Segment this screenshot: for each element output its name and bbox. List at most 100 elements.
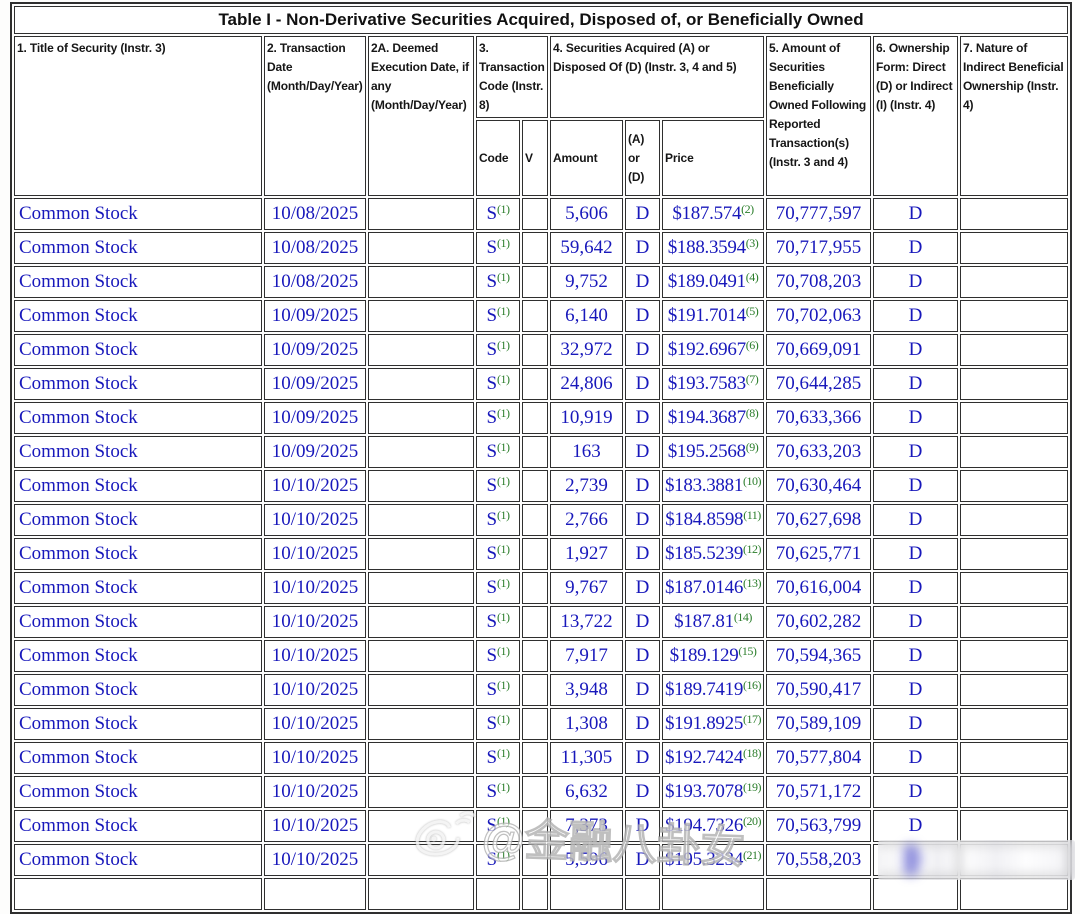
price-footnote-ref: (2) bbox=[741, 202, 754, 216]
subheader-amount: Amount bbox=[550, 120, 623, 196]
subheader-a-or-d: (A) or (D) bbox=[625, 120, 660, 196]
transaction-date-value: 10/10/2025 bbox=[271, 679, 359, 700]
price-cell: $189.0491(4) bbox=[662, 266, 764, 298]
deemed-execution-date-cell bbox=[368, 878, 474, 910]
price-footnote-ref: (15) bbox=[738, 644, 757, 658]
ownership-form-value: D bbox=[908, 407, 923, 428]
security-title-cell: Common Stock bbox=[14, 572, 262, 604]
table-row: Common Stock 10/10/2025 S(1) 2,739 D $18… bbox=[14, 470, 1069, 502]
deemed-execution-date-cell bbox=[368, 810, 474, 842]
acquired-disposed-cell: D bbox=[625, 708, 660, 740]
shares-owned-value: 70,669,091 bbox=[775, 339, 862, 360]
indirect-ownership-cell bbox=[960, 504, 1069, 536]
acquired-disposed-cell: D bbox=[625, 538, 660, 570]
table-row: Common Stock 10/10/2025 S(1) 1,927 D $18… bbox=[14, 538, 1069, 570]
acquired-disposed-value: D bbox=[635, 611, 650, 632]
price-value: $189.7419 bbox=[664, 679, 744, 700]
table-row: Common Stock 10/08/2025 S(1) 5,606 D $18… bbox=[14, 198, 1069, 230]
ownership-form-cell: D bbox=[873, 606, 958, 638]
security-title-cell: Common Stock bbox=[14, 504, 262, 536]
transaction-code-cell: S(1) bbox=[476, 810, 520, 842]
indirect-ownership-cell bbox=[960, 368, 1069, 400]
subheader-code: Code bbox=[476, 120, 520, 196]
table-row: Common Stock 10/09/2025 S(1) 24,806 D $1… bbox=[14, 368, 1069, 400]
price-cell: $191.7014(5) bbox=[662, 300, 764, 332]
price-value: $191.8925 bbox=[664, 713, 744, 734]
header-ownership-form: 6. Ownership Form: Direct (D) or Indirec… bbox=[873, 36, 958, 196]
header-transaction-date: 2. Transaction Date (Month/Day/Year) bbox=[264, 36, 366, 196]
code-footnote-ref: (1) bbox=[497, 814, 510, 828]
price-footnote-ref: (8) bbox=[745, 406, 759, 420]
acquired-disposed-cell: D bbox=[625, 776, 660, 808]
acquired-disposed-value: D bbox=[635, 815, 650, 836]
amount-value: 5,606 bbox=[565, 203, 608, 224]
indirect-ownership-cell bbox=[960, 810, 1069, 842]
price-value: $191.7014 bbox=[667, 305, 746, 326]
v-cell bbox=[522, 708, 548, 740]
amount-cell: 1,308 bbox=[550, 708, 623, 740]
code-footnote-ref: (1) bbox=[497, 474, 510, 488]
security-title-value: Common Stock bbox=[19, 305, 138, 326]
ownership-form-value: D bbox=[908, 271, 923, 292]
deemed-execution-date-cell bbox=[368, 640, 474, 672]
transaction-date-value: 10/09/2025 bbox=[271, 305, 359, 326]
security-title-cell: Common Stock bbox=[14, 402, 262, 434]
shares-owned-value: 70,702,063 bbox=[775, 305, 862, 326]
price-cell bbox=[662, 878, 764, 910]
price-value: $195.2568 bbox=[667, 441, 746, 462]
v-cell bbox=[522, 334, 548, 366]
shares-owned-cell: 70,590,417 bbox=[766, 674, 871, 706]
deemed-execution-date-cell bbox=[368, 436, 474, 468]
price-cell: $183.3881(10) bbox=[662, 470, 764, 502]
v-cell bbox=[522, 266, 548, 298]
transaction-code-cell: S(1) bbox=[476, 266, 520, 298]
security-title-value: Common Stock bbox=[19, 509, 138, 530]
indirect-ownership-cell bbox=[960, 402, 1069, 434]
ownership-form-value: D bbox=[908, 373, 923, 394]
price-value: $185.5239 bbox=[664, 543, 744, 564]
acquired-disposed-cell: D bbox=[625, 368, 660, 400]
security-title-value: Common Stock bbox=[19, 849, 138, 870]
code-footnote-ref: (1) bbox=[497, 848, 510, 862]
amount-cell: 11,305 bbox=[550, 742, 623, 774]
transaction-date-value: 10/08/2025 bbox=[271, 203, 359, 224]
shares-owned-value: 70,590,417 bbox=[775, 679, 862, 700]
v-cell bbox=[522, 538, 548, 570]
acquired-disposed-cell: D bbox=[625, 810, 660, 842]
security-title-cell: Common Stock bbox=[14, 844, 262, 876]
acquired-disposed-cell: D bbox=[625, 402, 660, 434]
indirect-ownership-cell bbox=[960, 232, 1069, 264]
code-footnote-ref: (1) bbox=[497, 678, 510, 692]
security-title-cell: Common Stock bbox=[14, 266, 262, 298]
shares-owned-cell: 70,702,063 bbox=[766, 300, 871, 332]
ownership-form-value: D bbox=[908, 339, 923, 360]
shares-owned-value: 70,644,285 bbox=[775, 373, 862, 394]
amount-value: 59,642 bbox=[560, 237, 613, 258]
amount-value: 6,140 bbox=[565, 305, 608, 326]
deemed-execution-date-cell bbox=[368, 198, 474, 230]
acquired-disposed-cell bbox=[625, 878, 660, 910]
indirect-ownership-cell bbox=[960, 674, 1069, 706]
header-amount-owned: 5. Amount of Securities Beneficially Own… bbox=[766, 36, 871, 196]
transaction-date-cell: 10/10/2025 bbox=[264, 606, 366, 638]
transaction-code-value: S bbox=[486, 373, 498, 394]
ownership-form-cell: D bbox=[873, 470, 958, 502]
price-footnote-ref: (18) bbox=[743, 746, 762, 760]
security-title-cell: Common Stock bbox=[14, 776, 262, 808]
transaction-code-cell: S(1) bbox=[476, 334, 520, 366]
security-title-cell: Common Stock bbox=[14, 368, 262, 400]
indirect-ownership-cell bbox=[960, 538, 1069, 570]
v-cell bbox=[522, 810, 548, 842]
transaction-date-cell: 10/10/2025 bbox=[264, 470, 366, 502]
amount-cell: 59,642 bbox=[550, 232, 623, 264]
acquired-disposed-value: D bbox=[635, 849, 650, 870]
transaction-date-value: 10/09/2025 bbox=[271, 373, 359, 394]
code-footnote-ref: (1) bbox=[497, 712, 510, 726]
header-transaction-code-group: 3. Transaction Code (Instr. 8) bbox=[476, 36, 548, 118]
amount-cell: 24,806 bbox=[550, 368, 623, 400]
shares-owned-value: 70,627,698 bbox=[775, 509, 862, 530]
security-title-value: Common Stock bbox=[19, 611, 138, 632]
amount-cell: 2,766 bbox=[550, 504, 623, 536]
amount-cell: 3,948 bbox=[550, 674, 623, 706]
